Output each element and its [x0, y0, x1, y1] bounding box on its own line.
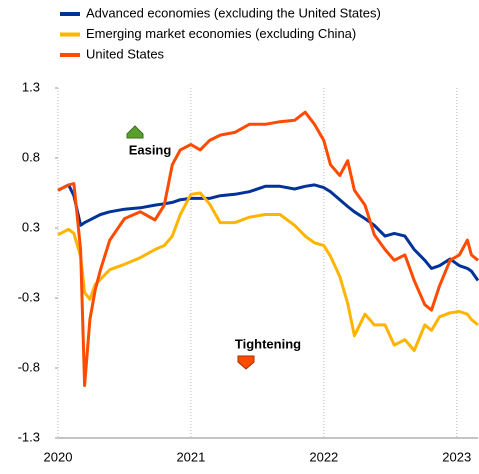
series-line [57, 110, 479, 387]
x-tick-label: 2021 [176, 449, 205, 464]
plot: -1.3 -0.8 -0.3 0.3 0.8 1.3 2020 2021 2022 2023 Adv… [18, 5, 479, 464]
annotation: Easing [129, 142, 172, 157]
x-tick-label: 2023 [442, 449, 471, 464]
tightening-marker [237, 355, 255, 370]
legend-label: Emerging market economies (excluding Chi… [86, 26, 356, 41]
annotation: Tightening [235, 336, 301, 351]
series-line [57, 183, 479, 282]
y-tick-label: 1.3 [22, 79, 40, 94]
y-tick-label: 0.8 [22, 149, 40, 164]
series-line [57, 191, 479, 352]
legend-label: Advanced economies (excluding the United… [86, 5, 381, 20]
x-tick-label: 2022 [309, 449, 338, 464]
y-tick-label: -0.8 [18, 359, 40, 374]
x-tick-label: 2020 [44, 449, 73, 464]
y-tick-label: 0.3 [22, 219, 40, 234]
easing-marker [126, 125, 144, 139]
legend-label: United States [86, 46, 165, 61]
y-tick-label: -0.3 [18, 289, 40, 304]
y-tick-label: -1.3 [18, 429, 40, 444]
